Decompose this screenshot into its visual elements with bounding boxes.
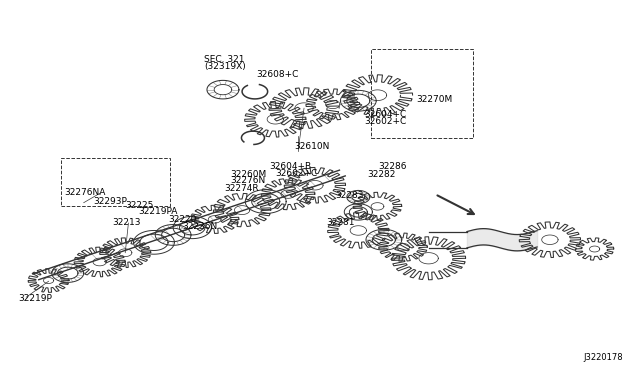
Text: 32608+C: 32608+C [256,70,298,79]
Text: 32281: 32281 [326,218,355,227]
Text: SEC. 321: SEC. 321 [204,55,244,64]
Text: 32225: 32225 [125,201,154,210]
Text: 32610N: 32610N [294,142,330,151]
Bar [371,49,473,138]
Text: 32220: 32220 [168,215,196,224]
Text: 32213: 32213 [113,218,141,227]
Text: (32319X): (32319X) [204,62,246,71]
Text: 32286: 32286 [379,162,407,171]
Text: 32602+C: 32602+C [365,117,407,126]
Text: 32260M: 32260M [230,170,267,179]
Text: 32282: 32282 [367,170,396,179]
Text: 32604+B: 32604+B [269,162,311,171]
Text: 32276N: 32276N [230,176,266,185]
Text: 32604+C: 32604+C [365,110,407,119]
Text: 32274R: 32274R [224,184,259,193]
Text: 32293P: 32293P [93,198,127,206]
Bar [61,158,170,206]
Text: 32270M: 32270M [416,96,452,105]
Text: 32276NA: 32276NA [65,188,106,197]
Text: 32236N: 32236N [182,222,218,231]
Text: 32602+C: 32602+C [275,169,317,178]
Text: J3220178: J3220178 [584,353,623,362]
Text: 32283: 32283 [335,191,364,200]
Text: 32219P: 32219P [19,294,52,303]
Text: 32219PA: 32219PA [138,208,177,217]
